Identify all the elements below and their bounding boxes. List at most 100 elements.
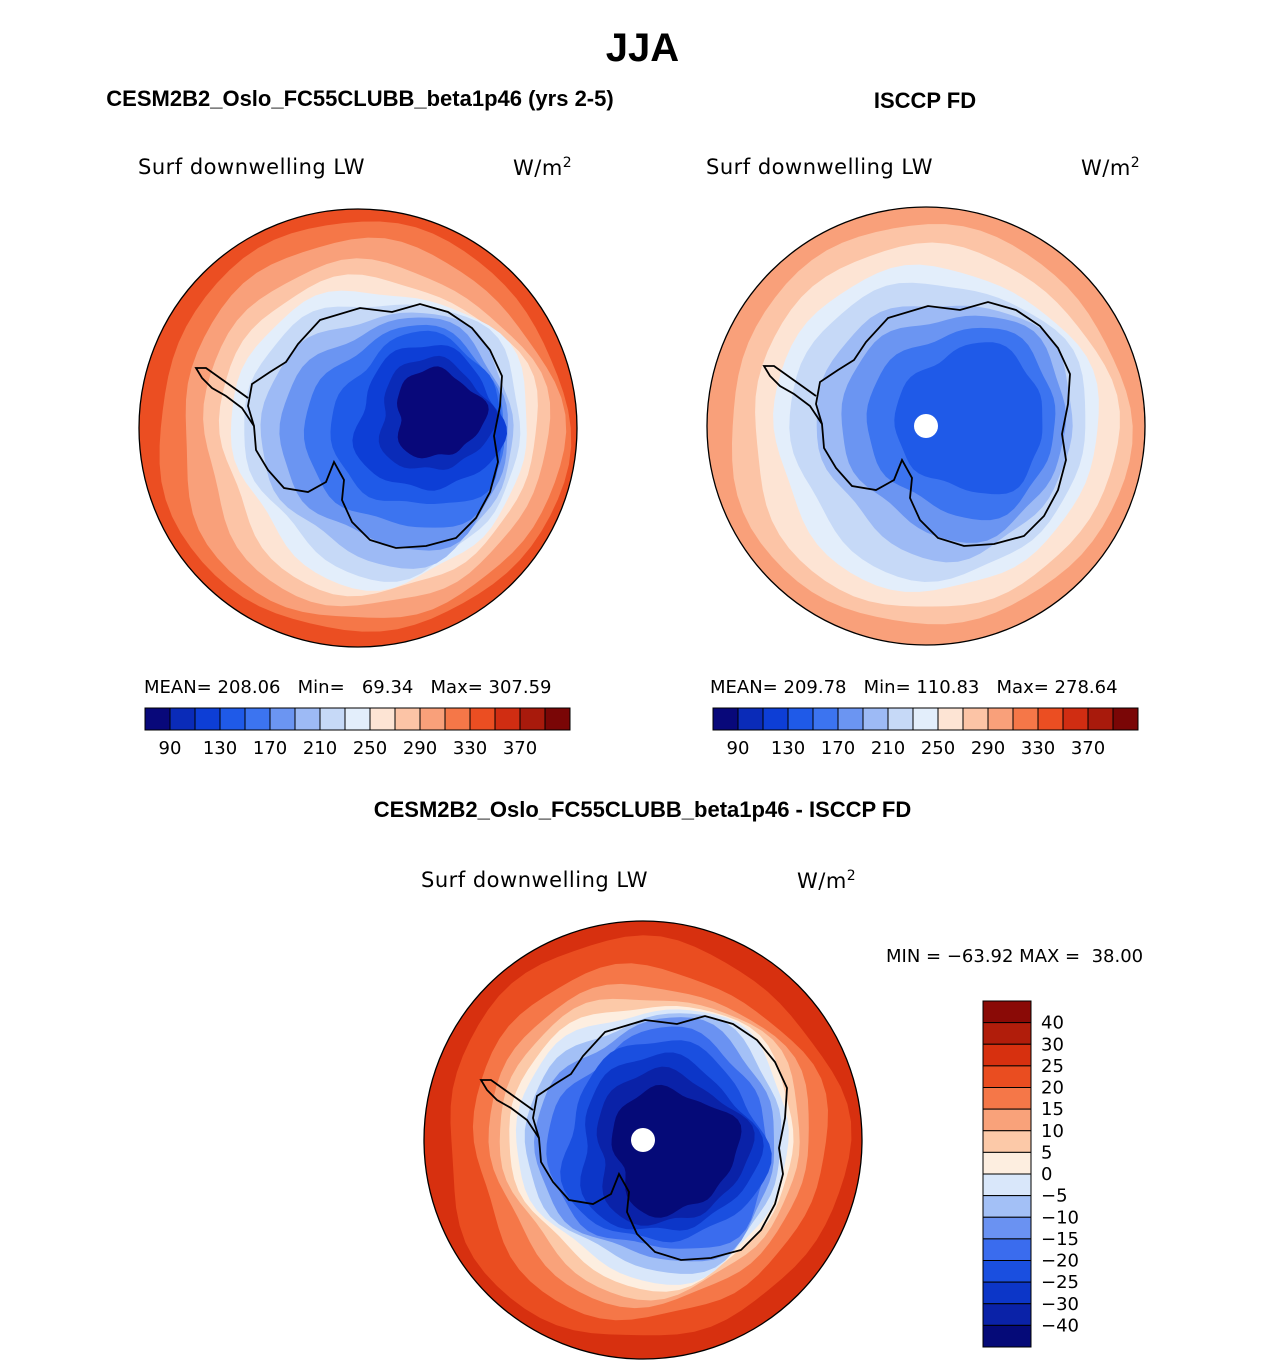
contour-band [611,1084,742,1218]
colorbar-tick-label: 170 [821,738,855,759]
colorbar-swatch [987,707,1014,731]
coastline [815,301,1071,547]
colorbar-swatch [219,707,246,731]
colorbar-swatch [269,707,296,731]
colorbar-swatch [912,707,939,731]
colorbar-tick-label: −5 [1041,1186,1068,1207]
colorbar-swatch [244,707,271,731]
colorbar-swatch [982,1022,1032,1045]
colorbar-swatch [419,707,446,731]
colorbar-tick-label: 250 [921,738,955,759]
coastline [479,1079,540,1139]
colorbar-swatch [394,707,421,731]
colorbar-swatch [494,707,521,731]
colorbar-swatch [1062,707,1089,731]
colorbar-swatch [937,707,964,731]
colorbar-tick-label: 290 [971,738,1005,759]
coastline [532,1015,788,1261]
colorbar-tick-label: −40 [1041,1315,1079,1336]
obs-colorbar: 90 130 170 210 250 290 330 370 [712,707,1139,759]
figure-title: JJA [605,26,680,70]
diff-panel-title: CESM2B2_Oslo_FC55CLUBB_beta1p46 - ISCCP … [373,797,912,822]
missing-data-pole [631,1128,655,1152]
colorbar-swatch [169,707,196,731]
colorbar-swatch [862,707,889,731]
missing-data-pole [914,414,938,438]
obs-variable-label: Surf downwelling LW [706,155,933,179]
colorbar-tick-label: 90 [727,738,750,759]
colorbar-tick-label: 25 [1041,1056,1064,1077]
colorbar-swatch [982,1195,1032,1218]
colorbar-swatch [982,1151,1032,1175]
map-boundary [423,920,863,1360]
colorbar-swatch [762,707,789,731]
colorbar-tick-label: 30 [1041,1034,1064,1055]
colorbar-tick-label: 370 [1071,738,1105,759]
colorbar-tick-label: 330 [1021,738,1055,759]
colorbar-swatch [982,1130,1032,1153]
colorbar-tick-label: 130 [771,738,805,759]
colorbar-swatch [1012,707,1039,731]
colorbar-tick-label: −30 [1041,1294,1079,1315]
model-polar-map [138,208,578,648]
colorbar-swatch [519,707,546,731]
diff-polar-map [423,920,863,1360]
colorbar-swatch [144,707,171,731]
colorbar-swatch [982,1324,1032,1348]
colorbar-tick-label: 10 [1041,1121,1064,1142]
obs-polar-map [706,206,1146,646]
colorbar-swatch [982,1173,1032,1197]
colorbar-tick-label: 130 [203,738,237,759]
colorbar-swatch [837,707,864,731]
colorbar-swatch [982,1303,1032,1326]
coastline [194,367,255,427]
model-colorbar: 90 130 170 210 250 290 330 370 [144,707,571,759]
obs-panel-title: ISCCP FD [873,88,977,113]
colorbar-tick-label: −25 [1041,1272,1079,1293]
colorbar-tick-label: 15 [1041,1099,1064,1120]
colorbar-swatch [737,707,764,731]
colorbar-swatch [962,707,989,731]
colorbar-tick-label: 20 [1041,1078,1064,1099]
model-panel-title: CESM2B2_Oslo_FC55CLUBB_beta1p46 (yrs 2-5… [106,86,614,111]
colorbar-swatch [982,1216,1032,1240]
map-boundary [706,206,1146,646]
map-boundary [138,208,578,648]
model-variable-label: Surf downwelling LW [138,155,365,179]
colorbar-swatch [294,707,321,731]
colorbar-swatch [544,707,571,731]
colorbar-swatch [982,1087,1032,1110]
colorbar-tick-label: 0 [1041,1164,1052,1185]
colorbar-tick-label: 210 [871,738,905,759]
colorbar-swatch [469,707,496,731]
model-stats: MEAN= 208.06 Min= 69.34 Max= 307.59 [144,677,552,698]
colorbar-swatch [812,707,839,731]
colorbar-tick-label: 90 [159,738,182,759]
coastline [247,303,503,549]
colorbar-swatch [319,707,346,731]
colorbar-swatch [887,707,914,731]
colorbar-tick-label: 250 [353,738,387,759]
diff-stats: MIN = −63.92 MAX = 38.00 [886,946,1144,967]
colorbar-swatch [982,1281,1032,1305]
colorbar-swatch [787,707,814,731]
colorbar-tick-label: 370 [503,738,537,759]
colorbar-tick-label: 170 [253,738,287,759]
colorbar-swatch [982,1043,1032,1067]
diff-variable-label: Surf downwelling LW [421,868,648,892]
colorbar-swatch [982,1000,1032,1024]
colorbar-swatch [369,707,396,731]
colorbar-swatch [982,1065,1032,1088]
contour-band [397,366,489,459]
colorbar-tick-label: −20 [1041,1251,1079,1272]
colorbar-swatch [194,707,221,731]
obs-stats: MEAN= 209.78 Min= 110.83 Max= 278.64 [710,677,1118,698]
diff-units-label: W/m2 [797,868,857,893]
coastline [762,365,823,425]
colorbar-swatch [1087,707,1114,731]
colorbar-swatch [1037,707,1064,731]
colorbar-tick-label: 5 [1041,1142,1052,1163]
colorbar-swatch [712,707,739,731]
colorbar-tick-label: 40 [1041,1013,1064,1034]
